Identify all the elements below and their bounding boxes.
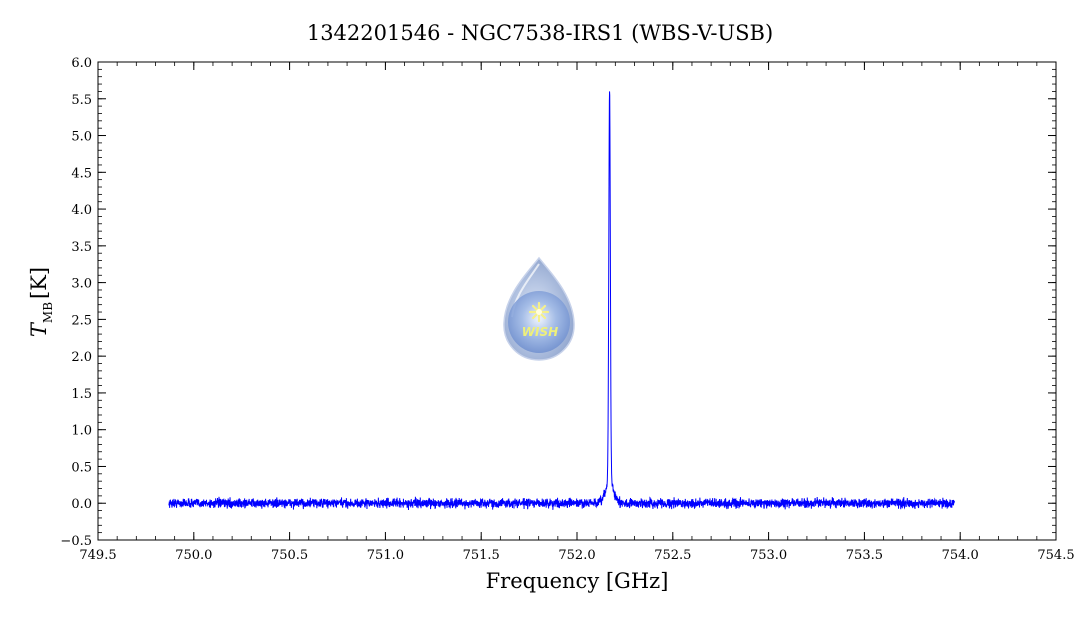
y-tick-label: 5.5 — [71, 93, 92, 108]
x-tick-label: 753.0 — [750, 548, 787, 563]
x-tick-label: 752.5 — [654, 548, 691, 563]
x-tick-label: 754.0 — [942, 548, 979, 563]
svg-text:TMB[K]: TMB [K] — [27, 267, 55, 337]
x-tick-label: 752.0 — [558, 548, 595, 563]
spectrum-series-line — [168, 91, 955, 510]
y-tick-label: 3.5 — [71, 240, 92, 255]
x-tick-label: 749.5 — [79, 548, 116, 563]
x-tick-labels: 749.5 750.0 750.5 751.0 751.5 752.0 752.5 753.0… — [79, 548, 1074, 563]
y-tick-labels: −0.5 0.0 0.5 1.0 1.5 2.0 2.5 3.0 3.5 4.0 4.5 5.0 5.5… — [60, 56, 92, 549]
y-tick-label: 0.5 — [71, 460, 92, 475]
x-axis-title: Frequency [GHz] — [486, 569, 669, 593]
y-axis-subscript: MB — [41, 302, 55, 323]
plot-frame — [97, 61, 1057, 541]
y-tick-label: 2.5 — [71, 313, 92, 328]
wish-logo-label: WISH — [522, 325, 558, 339]
y-axis-title: TMB [K] — [27, 267, 55, 337]
y-axis-symbol: T — [27, 321, 51, 337]
x-tick-label: 750.0 — [175, 548, 212, 563]
y-tick-label: 4.5 — [71, 166, 92, 181]
y-tick-label: 5.0 — [71, 130, 92, 145]
x-tick-label: 751.0 — [367, 548, 404, 563]
y-tick-label: 1.0 — [71, 424, 92, 439]
y-tick-label: 6.0 — [71, 56, 92, 71]
y-tick-label: 0.0 — [71, 497, 92, 512]
x-tick-label: 754.5 — [1037, 548, 1074, 563]
chart-title: 1342201546 - NGC7538-IRS1 (WBS-V-USB) — [307, 21, 773, 45]
y-tick-label: 3.0 — [71, 277, 92, 292]
x-tick-label: 750.5 — [271, 548, 308, 563]
wish-droplet-logo: WISH — [503, 256, 575, 361]
y-tick-label: −0.5 — [60, 534, 92, 549]
x-tick-label: 751.5 — [463, 548, 500, 563]
y-tick-label: 4.0 — [71, 203, 92, 218]
y-tick-label: 2.0 — [71, 350, 92, 365]
x-tick-label: 753.5 — [846, 548, 883, 563]
y-tick-label: 1.5 — [71, 387, 92, 402]
axis-ticks — [97, 61, 1057, 541]
y-axis-unit: [K] — [27, 267, 51, 299]
